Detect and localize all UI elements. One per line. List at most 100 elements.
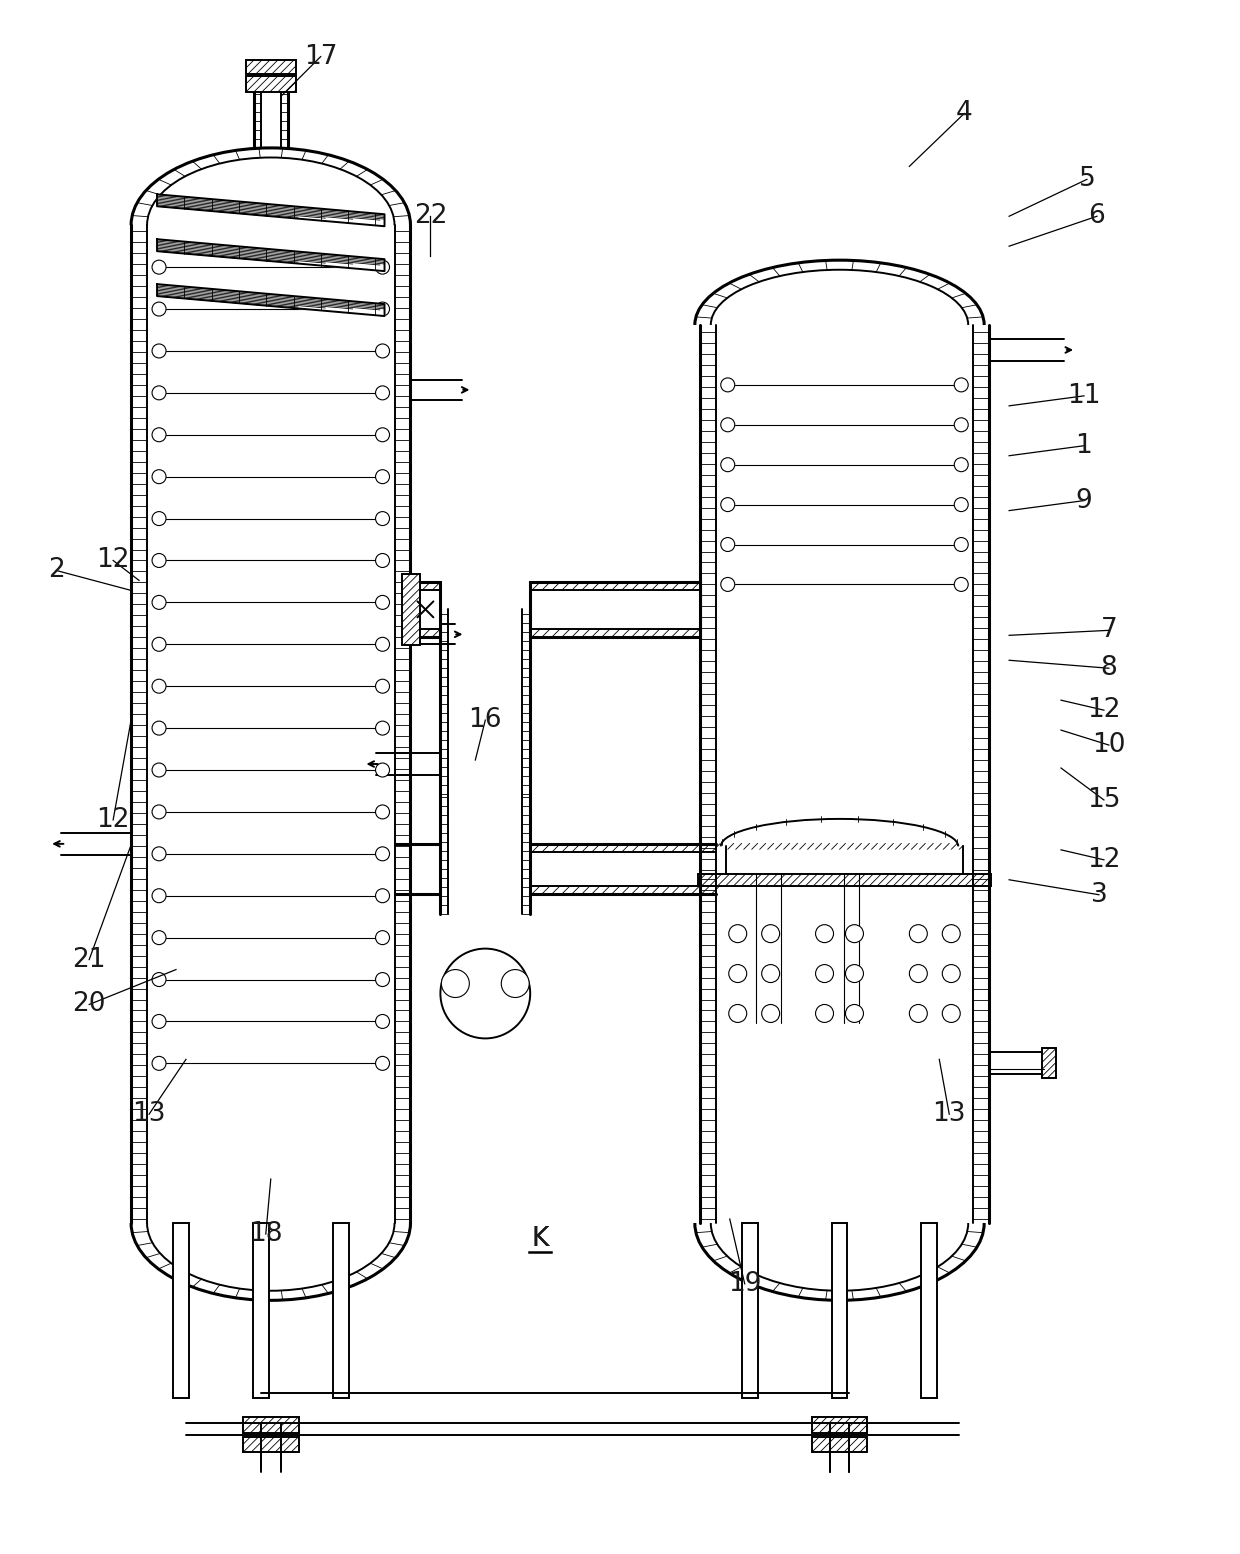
Text: 4: 4 [956, 101, 972, 126]
Text: 15: 15 [1087, 786, 1121, 813]
Text: 19: 19 [728, 1271, 761, 1298]
Circle shape [955, 497, 968, 511]
Circle shape [376, 805, 389, 819]
Text: 12: 12 [1087, 698, 1121, 723]
Circle shape [376, 847, 389, 861]
Circle shape [153, 427, 166, 441]
Text: 9: 9 [1075, 488, 1092, 514]
Circle shape [153, 260, 166, 274]
Circle shape [376, 679, 389, 693]
Text: 1: 1 [1075, 432, 1092, 458]
Circle shape [909, 925, 928, 943]
Circle shape [816, 1004, 833, 1023]
Circle shape [846, 965, 863, 982]
Text: 3: 3 [1090, 881, 1107, 908]
Circle shape [153, 553, 166, 567]
Circle shape [376, 973, 389, 987]
Circle shape [153, 931, 166, 945]
Circle shape [376, 721, 389, 735]
Circle shape [376, 511, 389, 525]
Circle shape [720, 418, 735, 432]
Bar [403, 573, 420, 645]
Circle shape [153, 637, 166, 651]
Circle shape [376, 301, 389, 315]
Text: 11: 11 [1068, 382, 1101, 409]
Circle shape [955, 418, 968, 432]
Bar [246, 61, 295, 75]
Circle shape [153, 1057, 166, 1071]
Bar [832, 1223, 847, 1397]
Bar [811, 1417, 868, 1433]
Circle shape [376, 595, 389, 609]
Circle shape [376, 1015, 389, 1029]
Circle shape [720, 378, 735, 392]
Circle shape [376, 931, 389, 945]
Circle shape [153, 721, 166, 735]
Circle shape [761, 925, 780, 943]
Bar [246, 76, 295, 92]
Text: 13: 13 [133, 1102, 166, 1127]
Circle shape [729, 925, 746, 943]
Circle shape [816, 925, 833, 943]
Circle shape [153, 679, 166, 693]
Circle shape [720, 578, 735, 592]
Circle shape [846, 1004, 863, 1023]
Bar [531, 581, 699, 637]
Circle shape [942, 1004, 960, 1023]
Text: 8: 8 [1101, 656, 1117, 681]
Circle shape [376, 763, 389, 777]
Circle shape [153, 1015, 166, 1029]
Bar [921, 1223, 937, 1397]
Bar [332, 1223, 348, 1397]
Text: 21: 21 [72, 946, 105, 973]
Bar [410, 581, 440, 637]
Text: 7: 7 [1101, 617, 1117, 643]
Circle shape [153, 385, 166, 399]
Circle shape [153, 469, 166, 483]
Circle shape [153, 889, 166, 903]
Circle shape [153, 805, 166, 819]
Polygon shape [157, 194, 384, 227]
Circle shape [376, 469, 389, 483]
Circle shape [376, 1057, 389, 1071]
Circle shape [909, 965, 928, 982]
Circle shape [942, 965, 960, 982]
Text: 10: 10 [1092, 732, 1126, 758]
Bar [243, 1436, 299, 1453]
Circle shape [720, 497, 735, 511]
Text: K: K [532, 1226, 549, 1253]
Polygon shape [157, 284, 384, 315]
Circle shape [153, 511, 166, 525]
Bar [243, 1417, 299, 1433]
Text: 22: 22 [414, 204, 448, 230]
Text: 17: 17 [304, 44, 337, 70]
Circle shape [153, 343, 166, 357]
Circle shape [720, 538, 735, 552]
Text: 6: 6 [1089, 204, 1105, 230]
Text: 5: 5 [1079, 166, 1095, 193]
Circle shape [761, 965, 780, 982]
Circle shape [729, 1004, 746, 1023]
Circle shape [153, 301, 166, 315]
Text: 13: 13 [932, 1102, 966, 1127]
Circle shape [909, 1004, 928, 1023]
Text: 12: 12 [1087, 847, 1121, 873]
Bar [811, 1436, 868, 1453]
Circle shape [153, 763, 166, 777]
Circle shape [376, 889, 389, 903]
Circle shape [376, 637, 389, 651]
Circle shape [376, 553, 389, 567]
Text: K: K [532, 1226, 549, 1253]
Circle shape [955, 578, 968, 592]
Bar [253, 1223, 269, 1397]
Circle shape [501, 970, 529, 998]
Circle shape [846, 925, 863, 943]
Circle shape [955, 458, 968, 472]
Text: 12: 12 [97, 807, 130, 833]
Circle shape [720, 458, 735, 472]
Circle shape [761, 1004, 780, 1023]
Circle shape [729, 965, 746, 982]
Circle shape [153, 847, 166, 861]
Circle shape [376, 343, 389, 357]
Text: 16: 16 [469, 707, 502, 733]
